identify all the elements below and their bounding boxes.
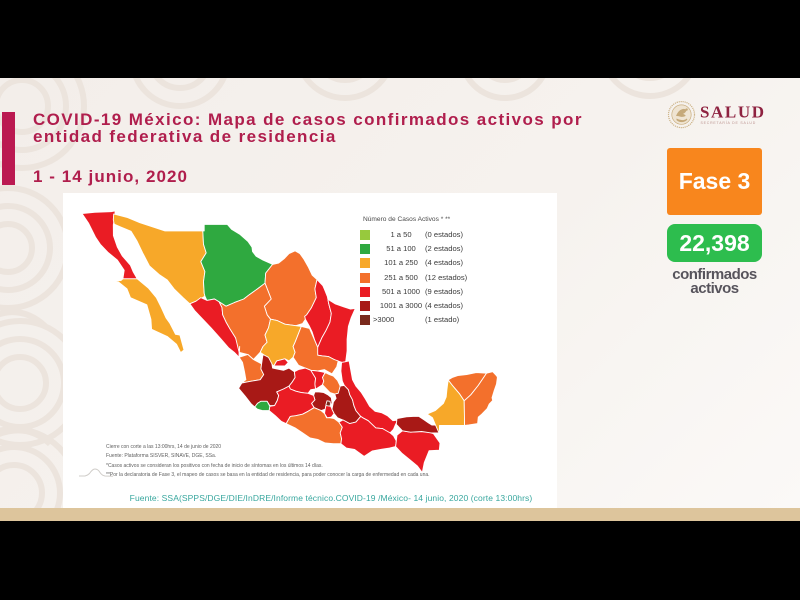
svg-text:SALUD: SALUD: [700, 102, 766, 121]
svg-text:SECRETARÍA DE SALUD: SECRETARÍA DE SALUD: [701, 121, 757, 125]
